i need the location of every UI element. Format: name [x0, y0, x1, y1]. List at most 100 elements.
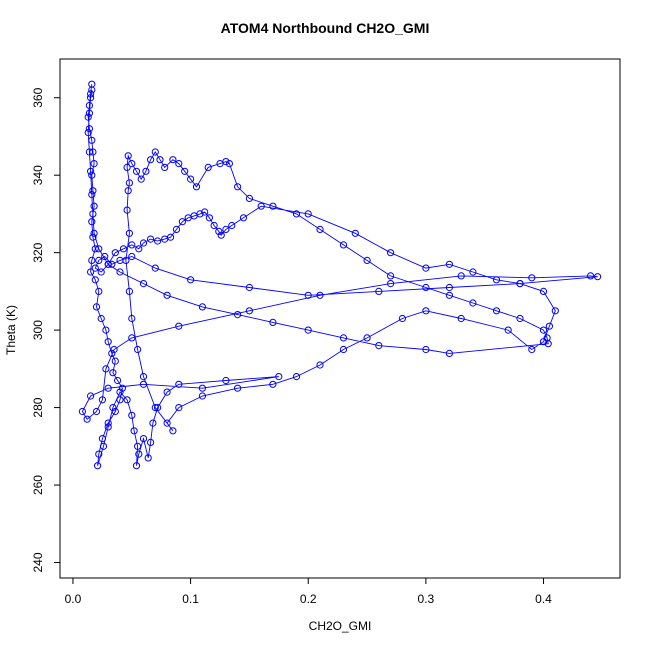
data-point [90, 202, 98, 210]
y-tick-label-5: 340 [31, 165, 45, 185]
data-point [90, 229, 98, 237]
data-point [528, 274, 536, 282]
data-point [316, 361, 324, 369]
data-point [108, 260, 116, 268]
data-point [90, 160, 98, 168]
data-point [111, 357, 119, 365]
data-point [269, 380, 277, 388]
data-point [339, 334, 348, 342]
data-point [125, 287, 133, 295]
data-point [275, 373, 283, 381]
data-point [84, 113, 92, 121]
data-point [88, 256, 96, 264]
x-axis-label: CH2O_GMI [308, 619, 372, 633]
data-point [149, 419, 157, 427]
data-point [128, 314, 136, 323]
data-point [234, 384, 242, 392]
data-point [144, 454, 152, 462]
data-point [178, 218, 186, 226]
plot-frame [59, 58, 621, 579]
data-point [154, 404, 162, 412]
data-point [85, 148, 94, 156]
data-point [119, 245, 128, 253]
data-point [204, 163, 212, 171]
data-series [78, 80, 602, 470]
data-point [85, 125, 94, 133]
data-point [88, 218, 96, 226]
data-point [128, 334, 136, 342]
data-point [528, 345, 536, 354]
data-point [88, 86, 96, 94]
data-point [175, 322, 183, 330]
data-point [175, 160, 183, 168]
data-point [139, 280, 148, 288]
x-tick-label-4: 0.4 [535, 592, 552, 606]
data-point [387, 272, 395, 280]
data-point [87, 268, 95, 276]
data-point [111, 249, 119, 257]
data-point [172, 225, 181, 233]
data-point [457, 272, 465, 280]
chart-title: ATOM4 Northbound CH2O_GMI [220, 20, 430, 36]
data-point [118, 384, 127, 392]
data-point [89, 233, 97, 241]
data-point [132, 462, 141, 470]
y-tick-label-3: 300 [31, 320, 45, 340]
y-tick-label-4: 320 [31, 242, 45, 262]
data-point [104, 419, 112, 427]
data-point [95, 245, 103, 253]
data-point [139, 373, 148, 381]
data-point [122, 256, 130, 264]
data-point [161, 163, 169, 171]
data-point [375, 287, 383, 295]
data-point [210, 221, 218, 230]
data-point [234, 183, 242, 191]
data-point [198, 384, 206, 392]
data-point [116, 268, 124, 276]
data-point [175, 380, 183, 388]
data-point [91, 245, 99, 253]
data-point [84, 129, 92, 137]
y-tick-label-1: 260 [31, 475, 45, 495]
data-point [217, 231, 225, 239]
data-point [445, 349, 453, 357]
data-point [156, 156, 164, 164]
data-point [198, 392, 206, 400]
data-point [102, 326, 110, 334]
data-point [95, 256, 103, 264]
data-point [147, 235, 155, 243]
data-point [87, 94, 95, 102]
data-point [422, 307, 430, 315]
data-point [108, 349, 116, 357]
data-point [245, 194, 253, 202]
data-point [398, 314, 406, 323]
data-point [95, 287, 103, 295]
data-point [139, 380, 148, 388]
data-point [539, 338, 548, 346]
data-point [269, 318, 277, 326]
data-point [147, 438, 155, 446]
data-point [124, 152, 132, 160]
data-point [85, 101, 94, 110]
data-point [304, 291, 312, 299]
data-point [104, 423, 112, 431]
data-point [351, 229, 359, 237]
data-point [316, 291, 324, 299]
data-point [422, 283, 430, 292]
data-point [116, 396, 124, 404]
data-point [292, 373, 301, 381]
data-point [469, 299, 477, 307]
data-point [111, 407, 119, 416]
data-point [339, 345, 348, 354]
series-line-0 [81, 84, 598, 466]
data-point [187, 276, 195, 284]
data-point [104, 260, 112, 268]
data-point [151, 264, 159, 272]
data-point [196, 210, 204, 218]
data-point [125, 179, 133, 187]
data-point [104, 338, 112, 346]
data-point [222, 158, 230, 166]
data-point [198, 303, 206, 311]
data-point [201, 208, 209, 216]
data-point [169, 427, 177, 435]
